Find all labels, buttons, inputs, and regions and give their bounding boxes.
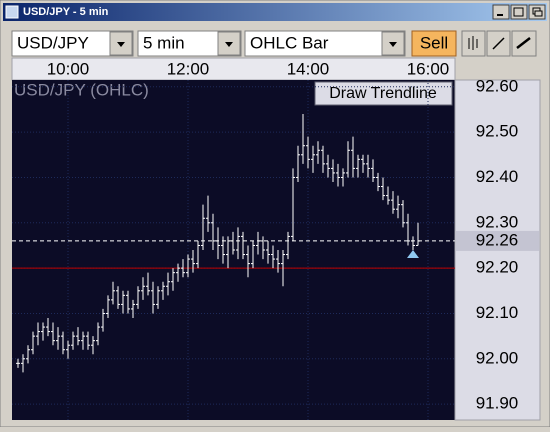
minimize-button[interactable] <box>492 4 510 20</box>
y-tick-label: 92.40 <box>476 167 519 186</box>
signal-marker <box>407 250 419 258</box>
sell-text: Sell <box>420 33 448 52</box>
icon <box>225 42 233 47</box>
interval-text: 5 min <box>143 33 185 52</box>
y-tick-label: 92.10 <box>476 303 519 322</box>
icon <box>492 37 505 50</box>
x-tick-label: 16:00 <box>407 59 450 78</box>
y-tick-label: 92.60 <box>476 76 519 95</box>
style-text: OHLC Bar <box>250 33 329 52</box>
toolbar: USD/JPY 5 min OHLC Bar Sell <box>11 30 537 57</box>
y-tick-label: 92.50 <box>476 122 519 141</box>
x-tick-label: 12:00 <box>167 59 210 78</box>
current-price-label: 92.26 <box>476 230 519 249</box>
icon <box>468 36 478 50</box>
chart-title: USD/JPY (OHLC) <box>14 80 149 99</box>
maximize-button[interactable] <box>510 4 528 20</box>
y-tick-label: 92.30 <box>476 212 519 231</box>
icon <box>513 7 524 17</box>
icon <box>389 42 397 47</box>
x-tick-label: 14:00 <box>287 59 330 78</box>
sell-button[interactable] <box>411 30 457 57</box>
current-price-box <box>456 230 539 251</box>
title-bar <box>3 3 547 21</box>
style-dropdown[interactable] <box>244 30 406 57</box>
draw-trendline-text: Draw Trendline <box>329 85 437 102</box>
symbol-text: USD/JPY <box>17 33 89 52</box>
window-title: USD/JPY - 5 min <box>23 6 109 18</box>
icon <box>534 10 543 17</box>
x-tick-label: 10:00 <box>47 59 90 78</box>
icon <box>516 37 531 49</box>
window-icon <box>5 5 19 19</box>
icon <box>117 42 125 47</box>
y-tick-label: 92.20 <box>476 258 519 277</box>
window-buttons[interactable] <box>492 4 546 20</box>
y-tick-label: 91.90 <box>476 394 519 413</box>
y-tick-label: 92.00 <box>476 348 519 367</box>
draw-trendline-button[interactable] <box>314 81 453 106</box>
